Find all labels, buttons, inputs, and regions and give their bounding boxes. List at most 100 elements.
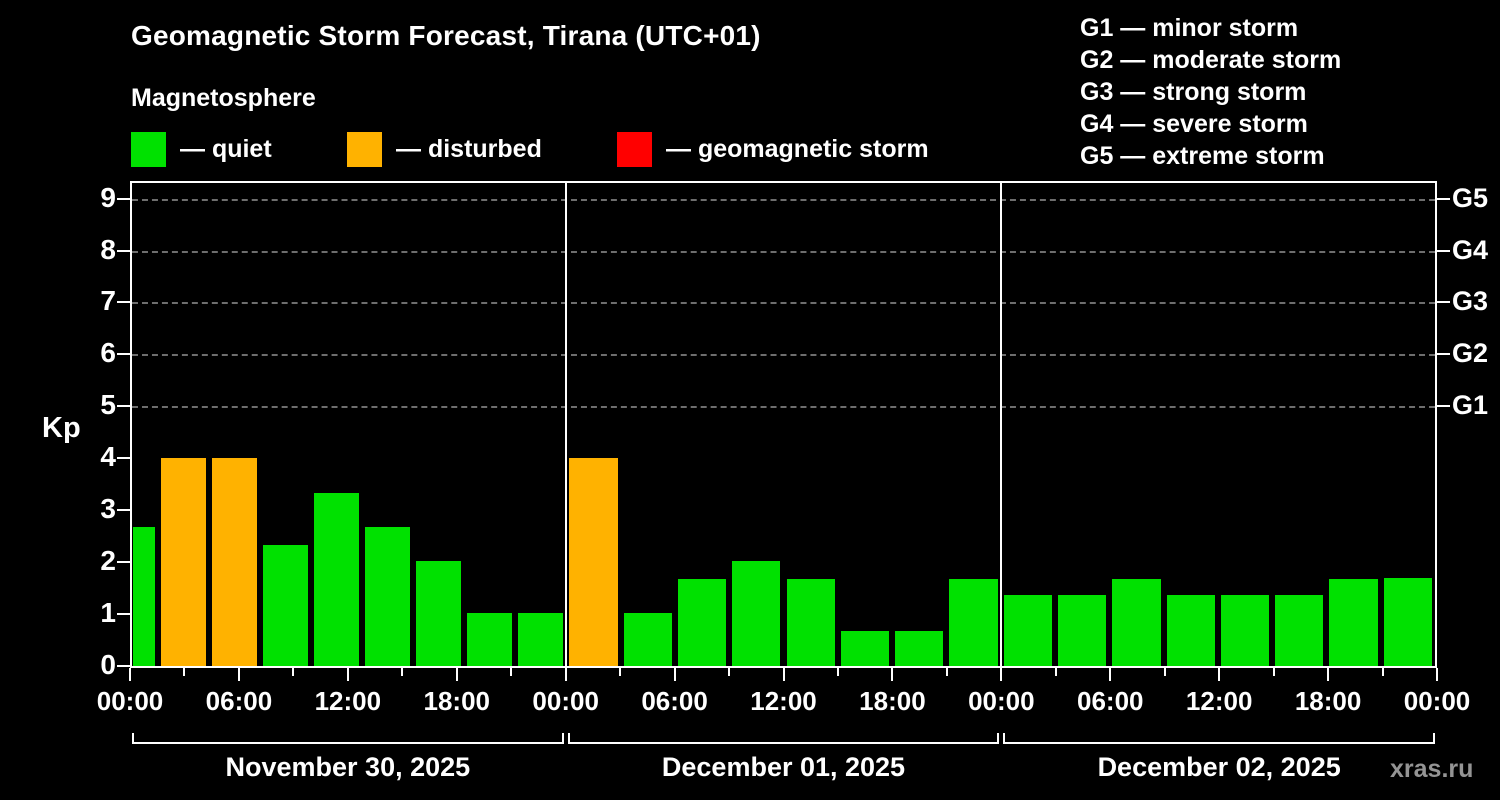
- date-label: December 02, 2025: [1097, 752, 1341, 782]
- g-tick-mark: [1437, 405, 1450, 408]
- x-tick-major: [891, 668, 894, 681]
- x-tick-major: [1327, 668, 1330, 681]
- kp-bar: [840, 631, 890, 666]
- y-tick-mark: [117, 249, 130, 252]
- g-legend-g2: G2 — moderate storm: [1080, 46, 1342, 74]
- y-tick-mark: [117, 561, 130, 564]
- g-axis-label: G4: [1452, 234, 1489, 265]
- kp-bar: [1383, 577, 1432, 666]
- kp-bar: [1166, 594, 1215, 666]
- x-tick-major: [129, 668, 131, 681]
- x-tick-major: [564, 668, 567, 681]
- x-tick-minor: [1054, 668, 1057, 676]
- g-scale-legend: G1 — minor storm G2 — moderate storm G3 …: [1080, 12, 1341, 172]
- kp-bar: [1275, 594, 1324, 666]
- day-divider: [565, 183, 568, 666]
- kp-bar: [262, 545, 308, 666]
- g-tick-mark: [1437, 353, 1450, 356]
- g-axis-label: G1: [1452, 390, 1489, 421]
- g-tick-mark: [1437, 249, 1450, 252]
- legend-item-quiet: — quiet: [131, 131, 272, 167]
- x-tick-minor: [1272, 668, 1275, 676]
- kp-bar: [416, 560, 462, 666]
- y-tick-label: 2: [100, 545, 116, 577]
- y-tick-mark: [117, 509, 130, 512]
- kp-bar: [569, 458, 618, 666]
- chart-title: Geomagnetic Storm Forecast, Tirana (UTC+…: [131, 20, 761, 51]
- plot-area: [130, 181, 1437, 668]
- x-tick-minor: [945, 668, 948, 676]
- x-time-label: 12:00: [1185, 686, 1253, 716]
- kp-bar: [1057, 594, 1107, 666]
- x-time-label: 18:00: [1294, 686, 1362, 716]
- y-tick-label: 3: [100, 493, 116, 525]
- y-tick-mark: [117, 197, 130, 200]
- kp-bar: [133, 527, 155, 666]
- gridline-kp9: [132, 198, 1435, 201]
- y-tick-label: 7: [100, 285, 116, 317]
- kp-bar: [518, 612, 564, 666]
- x-tick-minor: [183, 668, 186, 676]
- kp-bar: [949, 579, 998, 666]
- g-legend-g3: G3 — strong storm: [1080, 78, 1307, 106]
- y-tick-mark: [117, 301, 130, 304]
- x-tick-major: [237, 668, 240, 681]
- g-tick-mark: [1437, 197, 1450, 200]
- x-time-label: 12:00: [314, 686, 382, 716]
- x-tick-minor: [401, 668, 404, 676]
- day-bracket-cap: [1433, 733, 1435, 744]
- gridline-kp6: [132, 354, 1435, 357]
- x-tick-major: [782, 668, 785, 681]
- kp-bar: [313, 493, 359, 666]
- x-tick-major: [1109, 668, 1112, 681]
- kp-bar: [364, 527, 411, 666]
- x-tick-minor: [1163, 668, 1166, 676]
- kp-bar: [467, 612, 513, 666]
- kp-bar: [1220, 594, 1270, 666]
- kp-bar: [677, 579, 727, 666]
- legend-label-storm: — geomagnetic storm: [666, 134, 929, 163]
- watermark: xras.ru: [1390, 755, 1474, 783]
- x-tick-major: [1436, 668, 1438, 681]
- chart-subtitle: Magnetosphere: [131, 84, 316, 112]
- day-bracket-cap: [567, 733, 570, 744]
- x-time-label: 00:00: [1403, 686, 1471, 716]
- y-tick-label: 8: [100, 233, 116, 265]
- y-tick-mark: [117, 665, 130, 667]
- storm-color-swatch: [617, 131, 652, 167]
- x-tick-minor: [1381, 668, 1384, 676]
- gridline-kp5: [132, 406, 1435, 409]
- x-tick-major: [1000, 668, 1003, 681]
- g-legend-g4: G4 — severe storm: [1080, 110, 1308, 138]
- kp-bar: [211, 458, 257, 666]
- legend-item-disturbed: — disturbed: [347, 131, 542, 167]
- x-time-label: 06:00: [641, 686, 708, 716]
- y-tick-mark: [117, 613, 130, 616]
- y-tick-label: 1: [100, 597, 116, 629]
- day-bracket-line: [1003, 742, 1435, 744]
- kp-bar: [732, 560, 781, 666]
- day-bracket-cap: [997, 733, 1000, 744]
- legend-label-quiet: — quiet: [180, 134, 272, 163]
- x-tick-major: [673, 668, 676, 681]
- legend-item-storm: — geomagnetic storm: [617, 131, 929, 167]
- y-tick-mark: [117, 353, 130, 356]
- x-time-label: 00:00: [532, 686, 599, 716]
- kp-bar: [160, 458, 206, 666]
- kp-bar: [1003, 594, 1052, 666]
- g-axis-label: G3: [1452, 286, 1489, 317]
- x-tick-major: [1218, 668, 1221, 681]
- x-tick-major: [455, 668, 458, 681]
- day-bracket-cap: [132, 733, 134, 744]
- g-axis-label: G2: [1452, 338, 1489, 369]
- x-tick-minor: [619, 668, 622, 676]
- x-time-label: 06:00: [205, 686, 273, 716]
- day-bracket-line: [132, 742, 564, 744]
- y-tick-label: 9: [100, 181, 116, 213]
- y-tick-mark: [117, 405, 130, 408]
- x-tick-minor: [728, 668, 731, 676]
- gridline-kp7: [132, 302, 1435, 305]
- kp-bar: [1112, 579, 1161, 666]
- day-bracket-cap: [1003, 733, 1006, 744]
- x-tick-minor: [836, 668, 839, 676]
